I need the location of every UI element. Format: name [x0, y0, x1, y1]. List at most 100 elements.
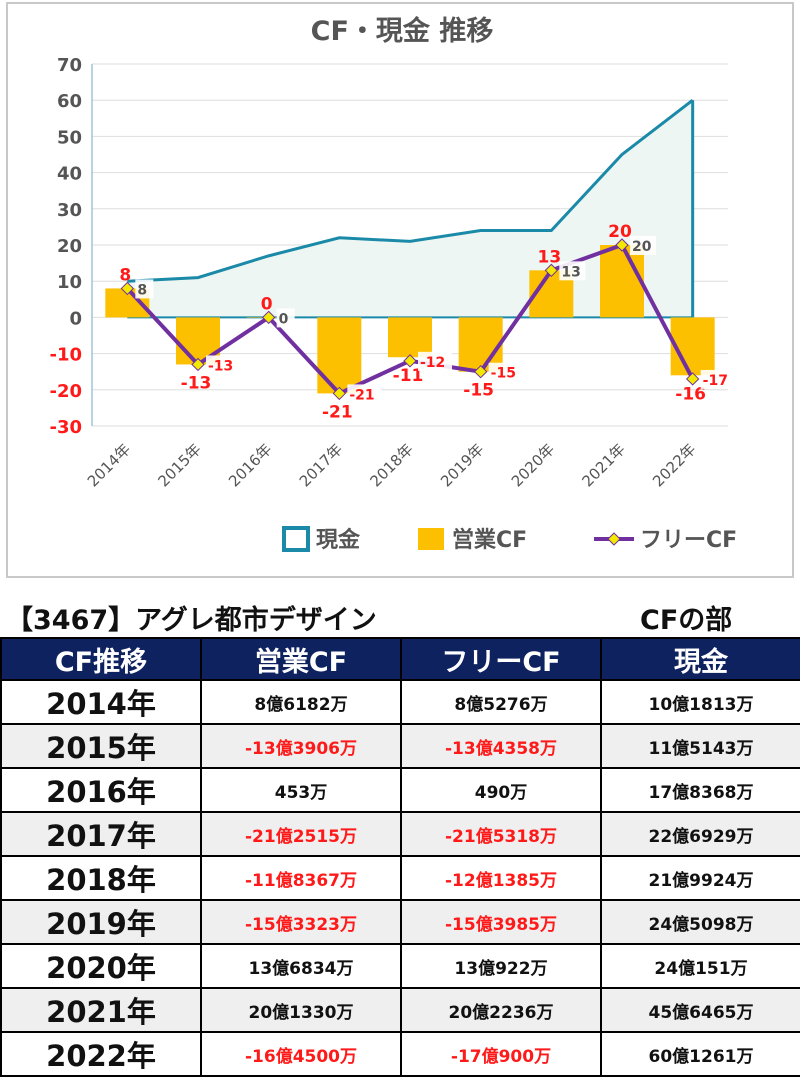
company-title: 【3467】アグレ都市デザイン — [6, 605, 377, 636]
free-cf-marker — [332, 386, 347, 401]
operating-cf-cell: 20億1330万 — [200, 987, 402, 1033]
cash-cell: 11億5143万 — [600, 723, 800, 769]
column-header: 現金 — [600, 637, 800, 681]
free-cf-data-label: 20 — [632, 239, 652, 255]
y-tick-label: 0 — [69, 308, 82, 329]
free-cf-marker — [615, 238, 629, 252]
label-bg — [276, 308, 295, 328]
year-cell: 2020年 — [0, 943, 202, 989]
x-tick-label: 2014年 — [84, 440, 134, 490]
free-cf-data-label: 0 — [279, 311, 289, 327]
column-header: フリーCF — [400, 637, 602, 681]
cf-cash-chart: CF・現金 推移 70 60 50 40 30 20 10 0 -10 -20 -30 8 -13 0 -21… — [49, 15, 737, 553]
table-row: 2017年 -21億2515万 -21億5318万 22億6929万 — [0, 811, 800, 857]
chart-panel: CF・現金 推移 70 60 50 40 30 20 10 0 -10 -20 -30 8 -13 0 -21… — [6, 2, 794, 578]
y-tick-label: 30 — [57, 200, 82, 221]
x-tick-label: 2020年 — [508, 440, 558, 490]
operating-cf-cell: -15億3323万 — [200, 899, 402, 945]
cash-line — [127, 99, 694, 283]
label-bg — [488, 362, 523, 382]
column-header: 営業CF — [200, 637, 402, 681]
section-label: CFの部 — [640, 605, 733, 636]
operating-cf-cell: 453万 — [200, 767, 402, 813]
cash-cell: 21億9924万 — [600, 855, 800, 901]
operating-cf-cell: -21億2515万 — [200, 811, 402, 857]
free-cf-cell: -15億3985万 — [400, 899, 602, 945]
x-tick-label: 2019年 — [437, 440, 487, 490]
year-cell: 2014年 — [0, 679, 202, 725]
year-cell: 2019年 — [0, 899, 202, 945]
operating-cf-data-label: -11 — [393, 366, 424, 386]
table-row: 2018年 -11億8367万 -12億1385万 21億9924万 — [0, 855, 800, 901]
operating-cf-cell: 8億6182万 — [200, 679, 402, 725]
operating-cf-cell: -11億8367万 — [200, 855, 402, 901]
table-row: 2020年 13億6834万 13億922万 24億151万 — [0, 943, 800, 989]
cash-cell: 24億5098万 — [600, 899, 800, 945]
label-bg — [347, 384, 382, 404]
free-cf-cell: 490万 — [400, 767, 602, 813]
y-tick-label: 10 — [57, 272, 82, 293]
chart-title: CF・現金 推移 — [311, 15, 494, 47]
free-cf-data-label: 8 — [137, 282, 147, 298]
label-bg — [700, 369, 735, 389]
y-tick-label: 40 — [57, 164, 82, 185]
cash-cell: 60億1261万 — [600, 1031, 800, 1077]
free-cf-marker — [120, 281, 135, 296]
column-header: CF推移 — [0, 637, 202, 681]
free-cf-cell: 8億5276万 — [400, 679, 602, 725]
cash-cell: 22億6929万 — [600, 811, 800, 857]
cash-cell: 45億6465万 — [600, 987, 800, 1033]
operating-cf-bar — [670, 317, 715, 376]
table-row: 2021年 20億1330万 20億2236万 45億6465万 — [0, 987, 800, 1033]
operating-cf-data-label: 8 — [119, 265, 131, 285]
y-tick-label: -20 — [49, 381, 82, 402]
y-tick-label: 70 — [57, 55, 82, 76]
operating-cf-cell: 13億6834万 — [200, 943, 402, 989]
free-cf-cell: -17億900万 — [400, 1031, 602, 1077]
free-cf-data-label: -13 — [208, 358, 233, 374]
y-tick-label: 60 — [57, 91, 82, 112]
free-cf-data-label: -21 — [349, 387, 374, 403]
legend-label-cash: 現金 — [316, 527, 361, 553]
operating-cf-bar — [388, 317, 432, 358]
y-tick-label: 20 — [57, 236, 82, 257]
x-tick-label: 2015年 — [154, 440, 204, 490]
year-cell: 2018年 — [0, 855, 202, 901]
year-cell: 2022年 — [0, 1031, 202, 1077]
operating-cf-bar — [458, 317, 503, 372]
table-header-row: CF推移 営業CF フリーCF 現金 — [0, 637, 800, 681]
operating-cf-data-label: -13 — [181, 373, 212, 393]
operating-cf-data-label: -21 — [322, 402, 353, 422]
free-cf-cell: -13億4358万 — [400, 723, 602, 769]
free-cf-marker — [685, 372, 700, 386]
cf-table: CF推移 営業CF フリーCF 現金 2014年 8億6182万 8億5276万 10… — [0, 637, 800, 1077]
label-bg — [559, 261, 586, 281]
x-tick-label: 2017年 — [296, 440, 346, 490]
y-tick-label: -30 — [49, 417, 82, 438]
x-tick-label: 2022年 — [649, 440, 699, 490]
x-tick-label: 2018年 — [366, 440, 416, 490]
x-tick-label: 2016年 — [225, 440, 275, 490]
year-cell: 2015年 — [0, 723, 202, 769]
free-cf-cell: 13億922万 — [400, 943, 602, 989]
operating-cf-data-label: 0 — [261, 294, 273, 314]
cash-cell: 17億8368万 — [600, 767, 800, 813]
label-bg — [418, 351, 452, 371]
free-cf-cell: 20億2236万 — [400, 987, 602, 1033]
year-cell: 2017年 — [0, 811, 202, 857]
cash-cell: 24億151万 — [600, 943, 800, 989]
y-tick-label: -10 — [49, 345, 82, 366]
operating-cf-bar — [317, 317, 362, 394]
legend-swatch-cash — [282, 526, 310, 552]
legend-swatch-operating-cf — [418, 528, 444, 550]
cash-cell: 10億1813万 — [600, 679, 800, 725]
operating-cf-data-label: 20 — [608, 222, 632, 242]
y-tick-label: 50 — [57, 127, 82, 148]
free-cf-data-label: -12 — [420, 355, 445, 371]
free-cf-marker — [544, 263, 559, 278]
table-row: 2014年 8億6182万 8億5276万 10億1813万 — [0, 679, 800, 725]
year-cell: 2021年 — [0, 987, 202, 1033]
operating-cf-cell: -13億3906万 — [200, 723, 402, 769]
legend-label-free-cf: フリーCF — [640, 528, 737, 553]
table-body: 2014年 8億6182万 8億5276万 10億1813万 2015年 -13億3906… — [0, 679, 800, 1077]
